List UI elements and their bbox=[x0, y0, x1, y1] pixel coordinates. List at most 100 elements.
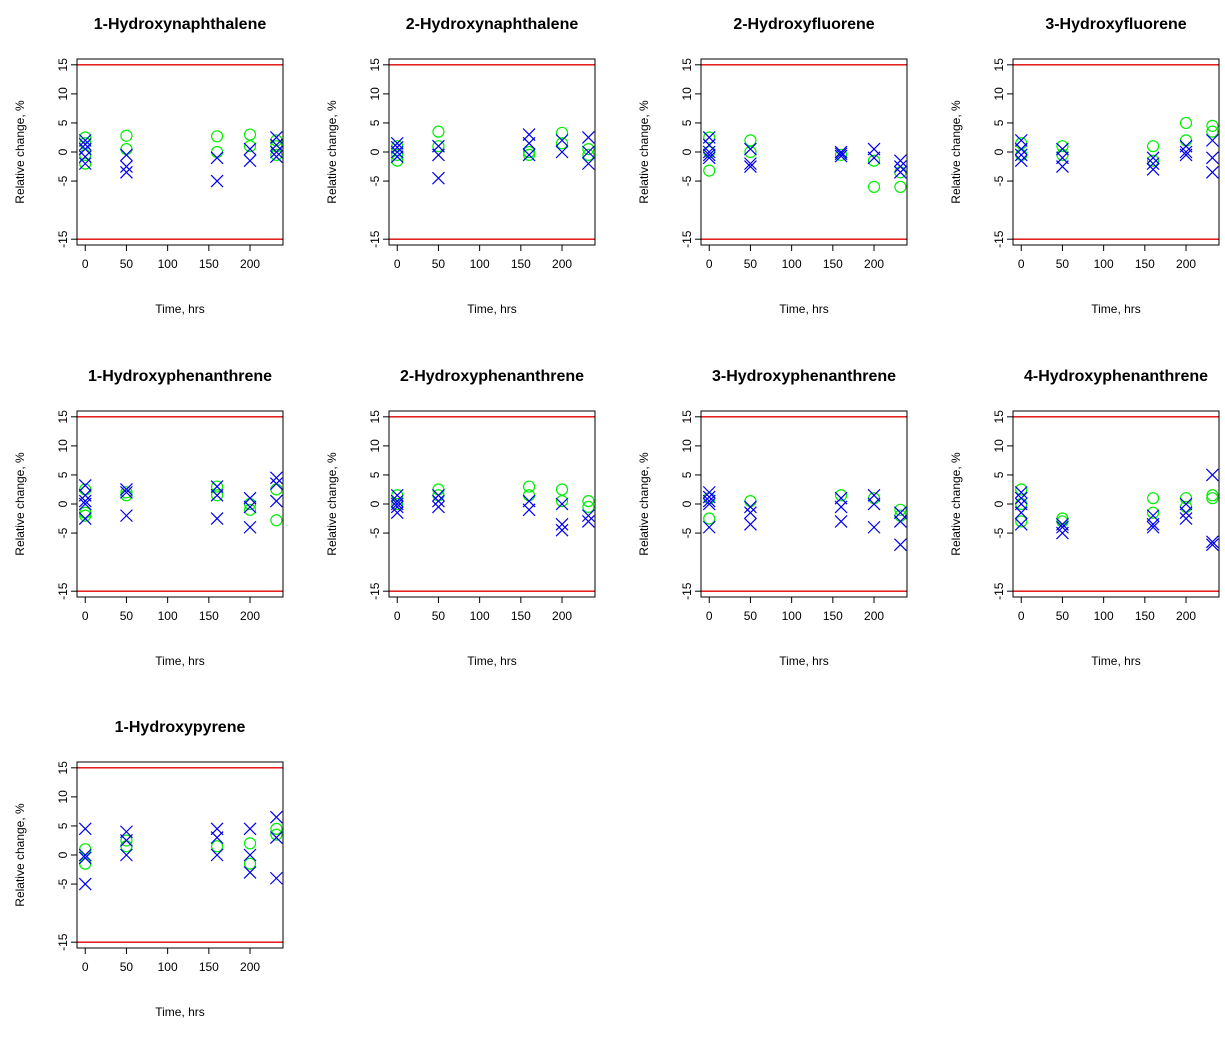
data-point-circle bbox=[120, 486, 133, 499]
y-tick-label: 10 bbox=[992, 439, 1006, 453]
data-point-cross bbox=[1014, 148, 1028, 162]
data-point-cross bbox=[243, 822, 257, 836]
y-tick-label: -5 bbox=[56, 878, 70, 889]
x-tick-label: 0 bbox=[82, 609, 89, 623]
y-tick-label: 15 bbox=[992, 58, 1006, 72]
data-point-cross bbox=[522, 136, 536, 150]
data-point-circle bbox=[120, 129, 133, 142]
data-point-cross bbox=[269, 831, 283, 844]
data-point-cross bbox=[1179, 148, 1193, 162]
data-point-circle bbox=[522, 148, 536, 162]
data-point-cross bbox=[78, 497, 92, 511]
plot-frame bbox=[388, 58, 596, 246]
chart-panel: 1-Hydroxypyrene 0 50 100 150 200 -15 -5 0 5 10 15 Ti… bbox=[0, 703, 306, 1055]
data-point-cross bbox=[1205, 538, 1219, 552]
data-point-circle bbox=[744, 134, 757, 147]
data-point-cross bbox=[78, 848, 92, 862]
data-point-circle bbox=[1179, 492, 1193, 505]
data-point-cross bbox=[581, 157, 595, 171]
y-tick-label: -5 bbox=[56, 527, 70, 538]
y-axis-label: Relative change, % bbox=[13, 452, 27, 556]
data-point-cross bbox=[744, 142, 757, 156]
y-tick-label: 10 bbox=[368, 439, 382, 453]
x-tick-label: 150 bbox=[1135, 257, 1155, 271]
data-point-cross bbox=[1014, 485, 1028, 499]
data-point-cross bbox=[893, 160, 907, 173]
data-point-cross bbox=[269, 494, 283, 508]
data-point-circle bbox=[1206, 492, 1219, 505]
x-tick-label: 0 bbox=[82, 257, 89, 271]
data-point-cross bbox=[893, 515, 907, 528]
data-point-cross bbox=[78, 494, 92, 508]
data-point-cross bbox=[210, 831, 224, 844]
data-point-cross bbox=[1146, 157, 1160, 171]
y-axis-label: Relative change, % bbox=[325, 452, 339, 556]
y-tick-label: 5 bbox=[56, 471, 70, 478]
y-tick-label: 0 bbox=[992, 148, 1006, 155]
data-point-cross bbox=[78, 157, 92, 171]
data-point-circle bbox=[243, 837, 257, 850]
data-point-cross bbox=[210, 848, 224, 862]
y-tick-label: 15 bbox=[680, 58, 694, 72]
y-tick-label: 15 bbox=[56, 58, 70, 72]
data-point-circle bbox=[834, 148, 848, 162]
x-tick-label: 150 bbox=[199, 960, 219, 974]
x-axis-label: Time, hrs bbox=[1091, 302, 1141, 316]
chart-panel: 2-Hydroxyphenanthrene 0 50 100 150 200 -15 -5 0 5… bbox=[312, 352, 618, 704]
chart-title: 2-Hydroxyfluorene bbox=[733, 16, 874, 33]
data-point-circle bbox=[1056, 140, 1069, 153]
plot-frame bbox=[1012, 410, 1220, 598]
data-point-circle bbox=[582, 500, 595, 514]
data-point-cross bbox=[867, 151, 881, 165]
x-tick-label: 50 bbox=[744, 257, 758, 271]
data-point-cross bbox=[893, 165, 907, 179]
chart-title: 2-Hydroxyphenanthrene bbox=[400, 368, 584, 385]
chart-svg: 1-Hydroxypyrene 0 50 100 150 200 -15 -5 0 5 10 15 Ti… bbox=[13, 719, 284, 1019]
data-point-circle bbox=[79, 148, 92, 162]
data-point-cross bbox=[1014, 506, 1028, 520]
x-tick-label: 200 bbox=[1176, 609, 1196, 623]
data-point-cross bbox=[210, 151, 224, 165]
y-tick-label: 0 bbox=[56, 148, 70, 155]
y-tick-label: 5 bbox=[368, 119, 382, 126]
data-point-cross bbox=[1179, 512, 1193, 525]
data-point-cross bbox=[432, 494, 445, 508]
data-point-cross bbox=[1205, 133, 1219, 147]
y-tick-label: 5 bbox=[680, 119, 694, 126]
data-point-circle bbox=[703, 512, 716, 525]
chart-panel: 4-Hydroxyphenanthrene 0 50 100 150 200 -15 -5 0 5… bbox=[936, 352, 1225, 704]
y-tick-label: 0 bbox=[680, 148, 694, 155]
y-tick-label: -5 bbox=[368, 527, 382, 538]
x-tick-label: 100 bbox=[158, 257, 178, 271]
chart-svg: 2-Hydroxyphenanthrene 0 50 100 150 200 -15 -5 0 5… bbox=[325, 368, 596, 668]
x-tick-label: 150 bbox=[511, 609, 531, 623]
y-axis-label: Relative change, % bbox=[13, 100, 27, 204]
data-point-cross bbox=[210, 512, 224, 525]
y-tick-label: 0 bbox=[992, 500, 1006, 507]
y-tick-label: 0 bbox=[368, 148, 382, 155]
data-point-circle bbox=[1206, 125, 1219, 138]
data-point-cross bbox=[1205, 151, 1219, 165]
data-point-cross bbox=[1014, 491, 1028, 505]
data-point-circle bbox=[1206, 489, 1219, 502]
data-point-circle bbox=[1015, 137, 1028, 150]
data-point-cross bbox=[702, 148, 716, 162]
data-point-cross bbox=[78, 877, 92, 891]
data-point-cross bbox=[390, 500, 404, 514]
chart-panel: 2-Hydroxyfluorene 0 50 100 150 200 -15 -5 0 5 10 15… bbox=[624, 0, 930, 352]
y-tick-label: 15 bbox=[56, 761, 70, 775]
data-point-cross bbox=[78, 851, 92, 865]
data-point-cross bbox=[834, 147, 848, 161]
y-tick-label: -5 bbox=[56, 175, 70, 186]
data-point-circle bbox=[894, 180, 907, 193]
x-tick-label: 200 bbox=[552, 609, 572, 623]
data-point-circle bbox=[867, 492, 881, 505]
x-tick-label: 50 bbox=[1056, 257, 1070, 271]
x-tick-label: 150 bbox=[199, 257, 219, 271]
data-point-circle bbox=[522, 489, 536, 502]
x-tick-label: 150 bbox=[1135, 609, 1155, 623]
data-point-circle bbox=[1015, 483, 1028, 496]
y-tick-label: 0 bbox=[56, 851, 70, 858]
x-tick-label: 100 bbox=[1094, 257, 1114, 271]
x-tick-label: 100 bbox=[470, 609, 490, 623]
